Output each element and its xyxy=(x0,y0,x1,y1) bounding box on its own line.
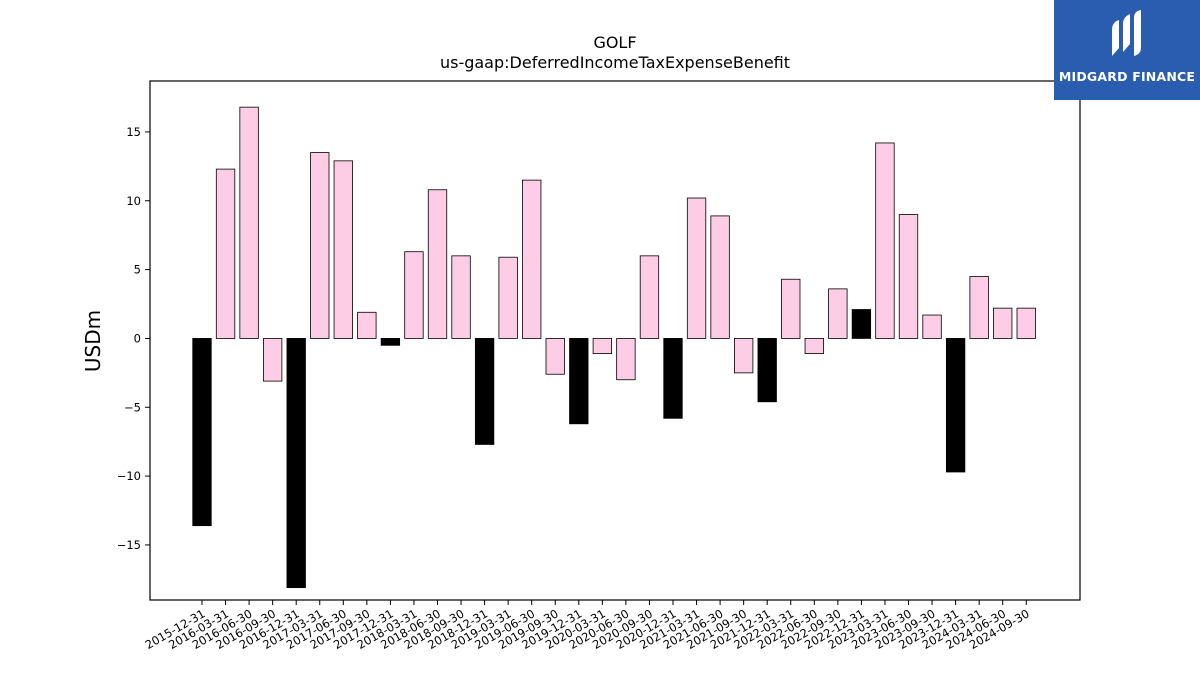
bar xyxy=(357,311,377,339)
y-tick-label: 5 xyxy=(134,263,141,277)
y-tick-label: −5 xyxy=(124,400,141,414)
bars xyxy=(192,106,1036,589)
y-tick-label: 0 xyxy=(134,331,141,345)
bar xyxy=(404,251,424,339)
plot-frame xyxy=(149,80,1081,601)
bar xyxy=(828,288,848,339)
bar xyxy=(286,338,306,589)
bar xyxy=(522,179,542,339)
bar xyxy=(639,255,660,339)
bar xyxy=(215,168,236,339)
bar xyxy=(569,338,589,425)
bar xyxy=(781,278,801,339)
bar xyxy=(757,338,777,403)
bar xyxy=(380,338,401,346)
bar xyxy=(993,307,1013,339)
bar xyxy=(804,338,824,354)
y-tick-label: −10 xyxy=(117,469,141,483)
y-tick-label: 15 xyxy=(126,125,141,139)
bar xyxy=(875,142,895,339)
y-tick-label: 10 xyxy=(126,194,141,208)
bar xyxy=(262,338,283,382)
bar xyxy=(592,338,612,354)
y-axis-label: USDm xyxy=(81,310,105,372)
x-ticks: 2015-12-312016-03-312016-06-302016-09-30… xyxy=(143,600,1032,652)
bar xyxy=(734,338,754,374)
bar xyxy=(310,152,330,339)
bar xyxy=(663,338,683,419)
bar xyxy=(239,106,259,339)
bar xyxy=(333,160,353,339)
chart-title: GOLF xyxy=(593,33,636,52)
bar xyxy=(192,338,212,527)
bar xyxy=(922,314,942,339)
bar xyxy=(451,255,471,339)
bar xyxy=(474,338,495,445)
midgard-finance-logo: MIDGARD FINANCE xyxy=(1054,0,1200,100)
bar xyxy=(710,215,730,339)
bar xyxy=(498,256,518,339)
bar xyxy=(851,309,872,339)
bar xyxy=(969,276,989,339)
bar xyxy=(427,189,448,339)
bar xyxy=(898,214,919,339)
logo-text: MIDGARD FINANCE xyxy=(1058,69,1196,84)
bar xyxy=(1016,307,1036,339)
bar xyxy=(945,338,966,473)
bar xyxy=(616,338,636,381)
bar xyxy=(686,197,707,339)
y-tick-label: −15 xyxy=(117,538,141,552)
midgard-logo-icon xyxy=(1112,10,1141,56)
chart-subtitle: us-gaap:DeferredIncomeTaxExpenseBenefit xyxy=(440,53,790,72)
y-ticks: −15 −10 −5 0 5 10 15 xyxy=(117,125,150,552)
bar xyxy=(545,338,565,375)
